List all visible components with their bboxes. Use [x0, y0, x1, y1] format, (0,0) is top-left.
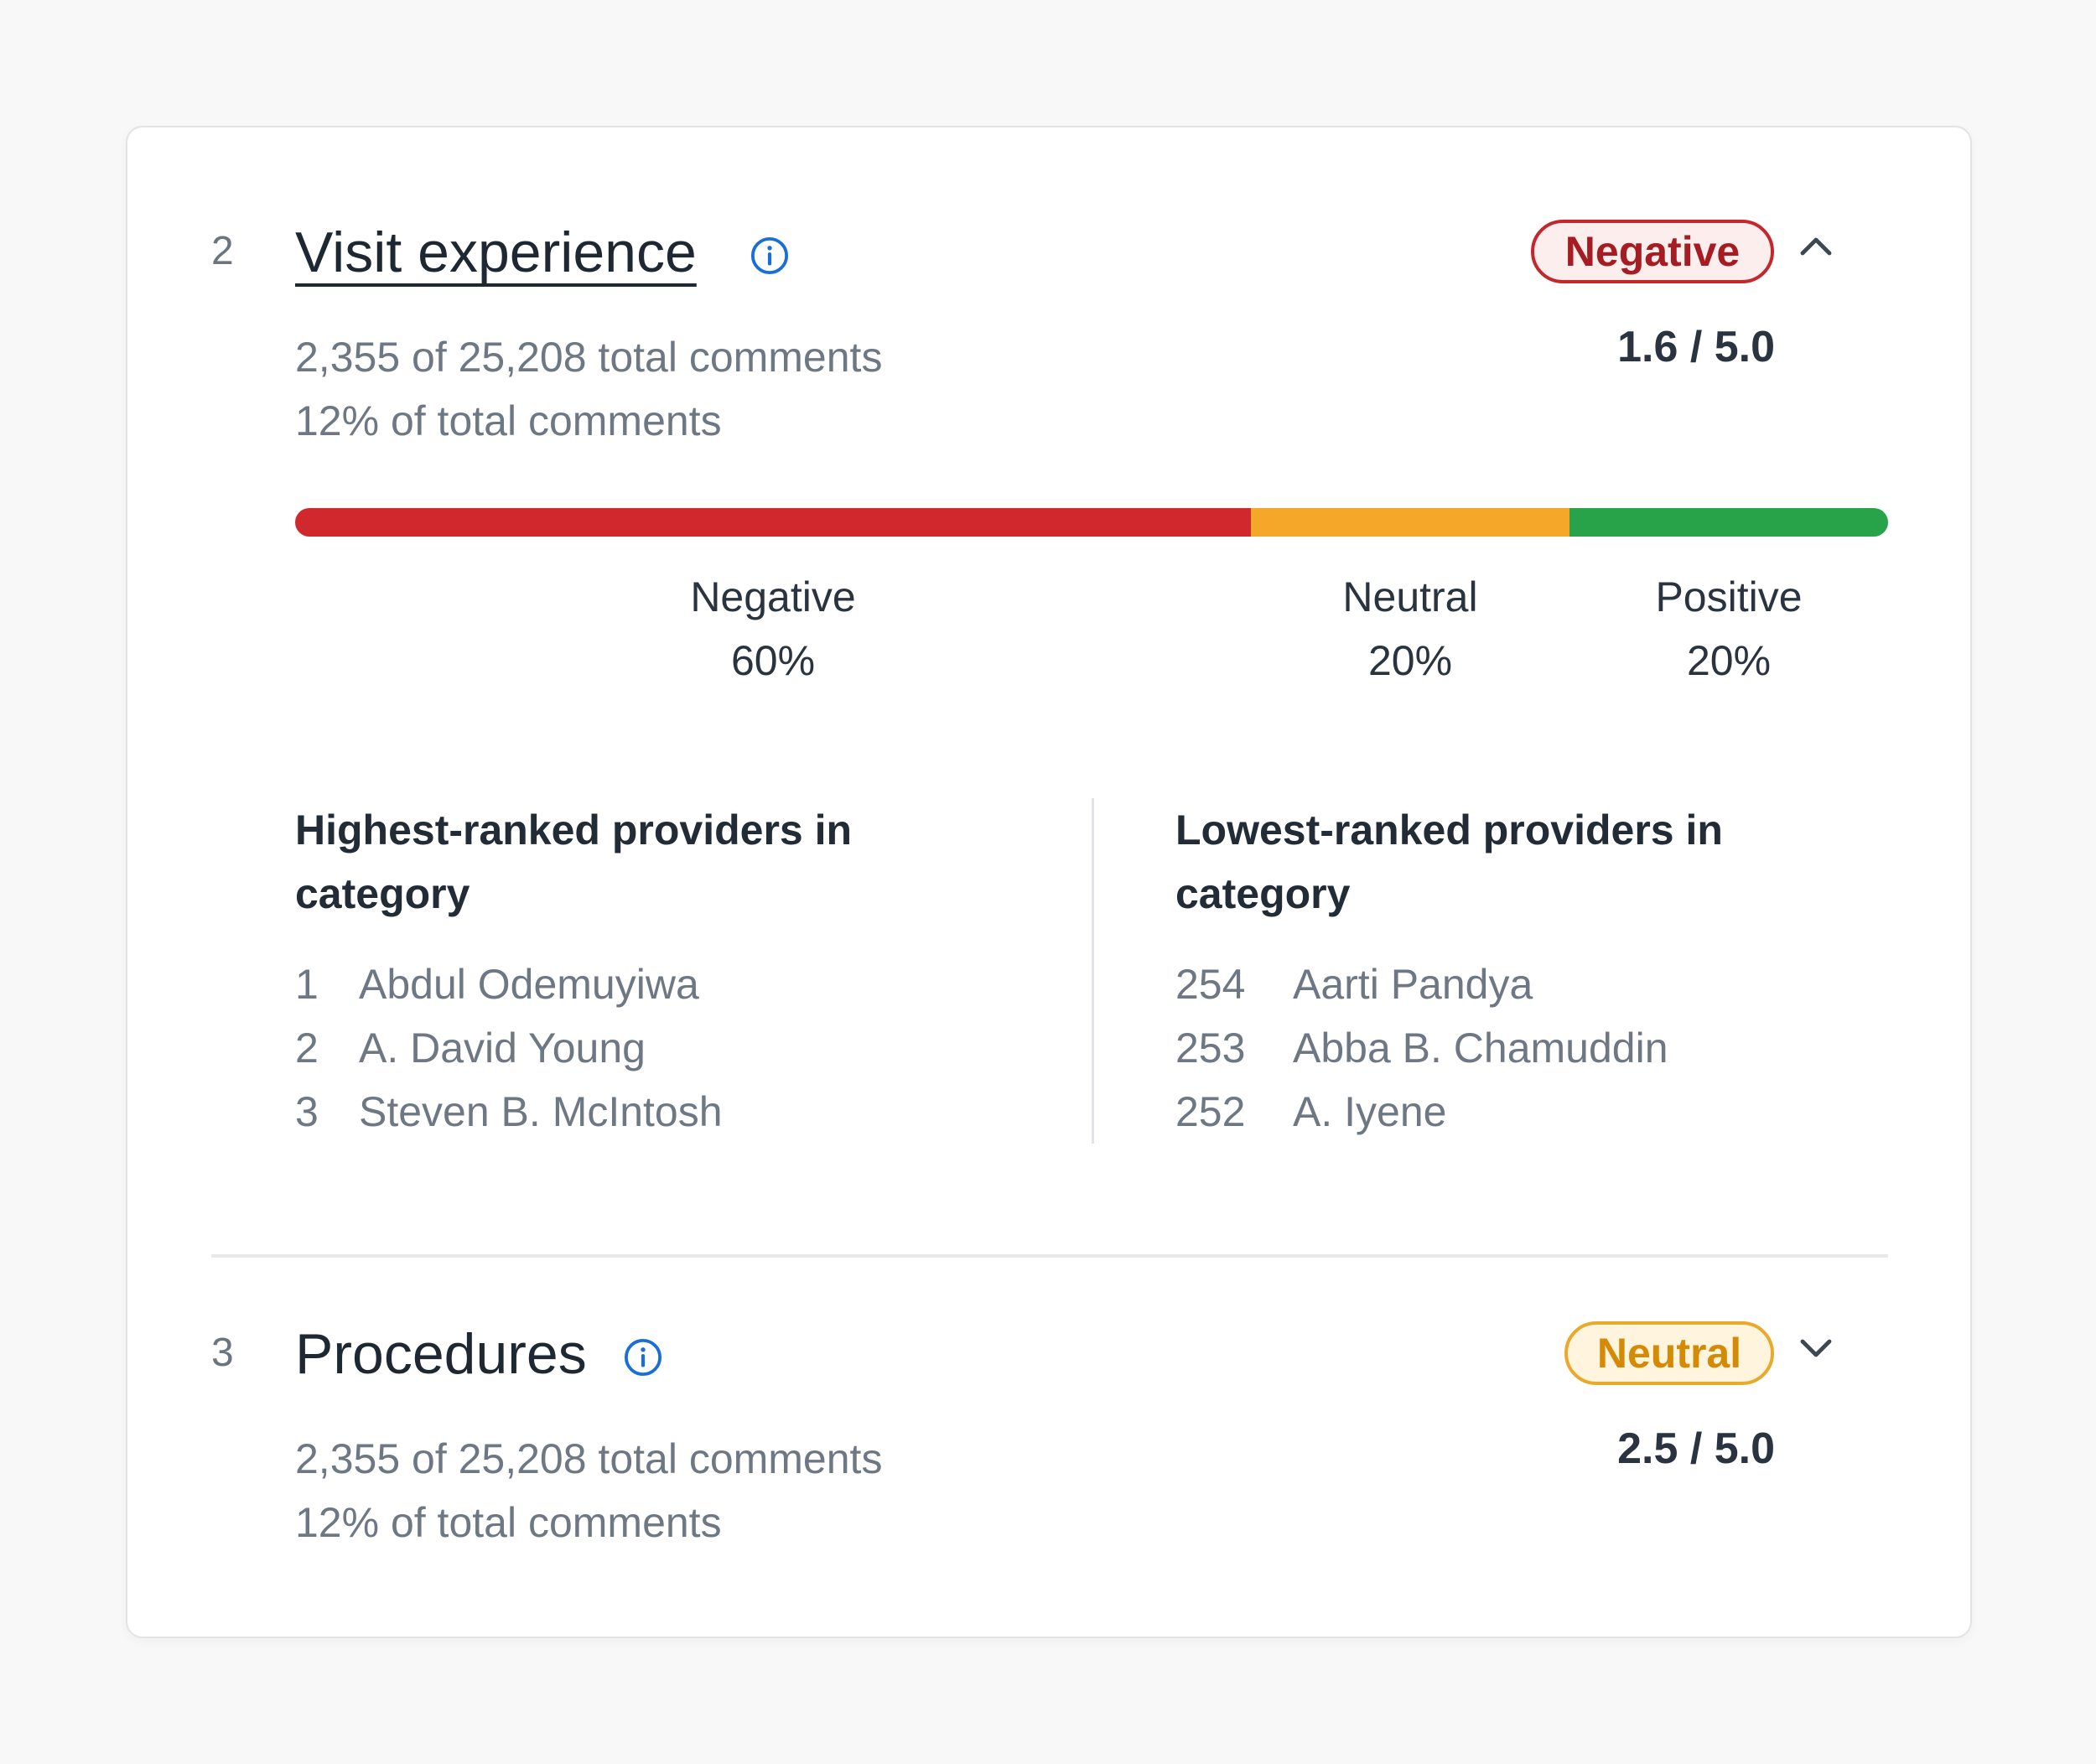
sentiment-label-neutral: Neutral 20% [1243, 565, 1578, 693]
provider-rank: 1 [295, 961, 319, 1008]
sentiment-label-negative: Negative 60% [605, 565, 941, 693]
sentiment-bar [295, 508, 1888, 537]
provider-item[interactable]: 1 Abdul Odemuyiwa [295, 952, 949, 1016]
category-title-link[interactable]: Procedures [295, 1322, 587, 1386]
sentiment-label-positive: Positive 20% [1561, 565, 1896, 693]
comments-percent: 12% of total comments [295, 1499, 722, 1546]
info-icon[interactable] [624, 1338, 662, 1377]
section-divider [1092, 798, 1094, 1144]
provider-item[interactable]: 252 A. Iyene [1175, 1080, 1829, 1144]
sentiment-label-text: Positive [1655, 573, 1803, 620]
sentiment-label-percent: 20% [1686, 637, 1772, 684]
category-score: 1.6 / 5.0 [1617, 323, 1775, 371]
category-card: 2 Visit experience Negative 1.6 / 5.0 2,… [126, 126, 1972, 1638]
sentiment-label-percent: 20% [1367, 637, 1453, 684]
provider-name: Abdul Odemuyiwa [359, 961, 699, 1008]
sentiment-label-text: Neutral [1342, 573, 1478, 620]
highest-ranked-section: Highest-ranked providers in category 1 A… [295, 798, 949, 1144]
provider-item[interactable]: 3 Steven B. McIntosh [295, 1080, 949, 1144]
chevron-down-icon[interactable] [1796, 1328, 1836, 1368]
category-divider [211, 1254, 1888, 1258]
provider-item[interactable]: 253 Abba B. Chamuddin [1175, 1016, 1829, 1080]
comments-percent: 12% of total comments [295, 397, 722, 444]
provider-name: A. Iyene [1293, 1088, 1447, 1135]
lowest-ranked-section: Lowest-ranked providers in category 254 … [1175, 798, 1829, 1144]
highest-ranked-list: 1 Abdul Odemuyiwa 2 A. David Young 3 Ste… [295, 952, 949, 1144]
provider-rank: 254 [1175, 961, 1246, 1008]
sentiment-bar-negative [295, 508, 1251, 537]
lowest-ranked-list: 254 Aarti Pandya 253 Abba B. Chamuddin 2… [1175, 952, 1829, 1144]
sentiment-badge-neutral: Neutral [1564, 1321, 1774, 1385]
lowest-ranked-heading: Lowest-ranked providers in category [1175, 807, 1723, 917]
info-icon[interactable] [750, 236, 789, 275]
provider-name: Steven B. McIntosh [359, 1088, 723, 1135]
category-title-link[interactable]: Visit experience [295, 220, 697, 284]
provider-rank: 2 [295, 1025, 319, 1071]
comments-count: 2,355 of 25,208 total comments [295, 334, 883, 381]
provider-rank: 3 [295, 1088, 319, 1135]
category-number: 2 [211, 229, 234, 273]
provider-name: Abba B. Chamuddin [1293, 1025, 1668, 1071]
provider-item[interactable]: 254 Aarti Pandya [1175, 952, 1829, 1016]
provider-name: A. David Young [359, 1025, 646, 1071]
sentiment-bar-positive [1569, 508, 1888, 537]
provider-name: Aarti Pandya [1293, 961, 1533, 1008]
chevron-up-icon[interactable] [1796, 226, 1836, 267]
provider-rank: 253 [1175, 1025, 1246, 1071]
provider-rank: 252 [1175, 1088, 1246, 1135]
category-score: 2.5 / 5.0 [1617, 1424, 1775, 1473]
provider-item[interactable]: 2 A. David Young [295, 1016, 949, 1080]
sentiment-label-percent: 60% [730, 637, 816, 684]
highest-ranked-heading: Highest-ranked providers in category [295, 807, 853, 917]
sentiment-badge-negative: Negative [1531, 220, 1774, 283]
sentiment-label-text: Negative [690, 573, 856, 620]
comments-count: 2,355 of 25,208 total comments [295, 1435, 883, 1482]
sentiment-bar-neutral [1251, 508, 1569, 537]
category-number: 3 [211, 1331, 234, 1375]
